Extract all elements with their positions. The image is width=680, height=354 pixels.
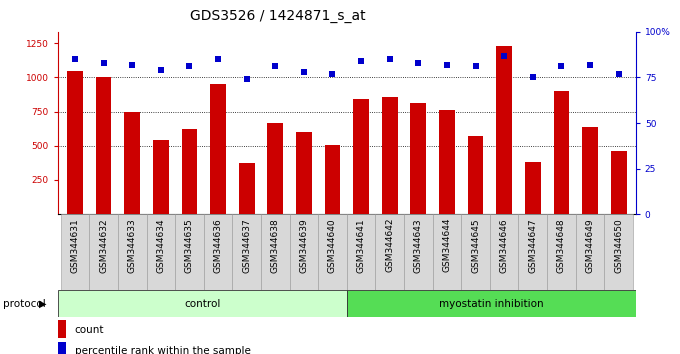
Bar (547, 214, 576, 290)
Text: GSM344633: GSM344633 (128, 218, 137, 273)
Point (441, 62, 452, 68)
Text: GSM344647: GSM344647 (528, 218, 537, 273)
Text: GSM344649: GSM344649 (585, 218, 594, 273)
Bar (58, 320, 66, 338)
Bar (61, 214, 89, 290)
Text: GSM344641: GSM344641 (356, 218, 366, 273)
Point (327, 71, 338, 76)
Text: GSM344646: GSM344646 (500, 218, 509, 273)
Bar (261, 214, 290, 290)
Point (241, 76, 252, 82)
Text: count: count (75, 325, 104, 335)
Bar (58, 290, 347, 317)
Point (498, 53, 509, 58)
Bar (518, 214, 547, 290)
Point (299, 69, 309, 75)
Text: GSM344635: GSM344635 (185, 218, 194, 273)
Point (470, 64, 481, 69)
Bar (204, 214, 233, 290)
Bar (318, 214, 347, 290)
Text: GSM344637: GSM344637 (242, 218, 251, 273)
Point (126, 62, 137, 68)
Text: GSM344636: GSM344636 (214, 218, 222, 273)
Bar (496, 46, 512, 214)
Text: protocol: protocol (3, 298, 46, 309)
Point (556, 64, 567, 69)
Point (384, 56, 395, 62)
Text: GSM344644: GSM344644 (443, 218, 452, 273)
Point (356, 58, 367, 64)
Bar (239, 163, 254, 214)
Point (184, 64, 195, 69)
Bar (554, 91, 569, 214)
Bar (267, 122, 283, 214)
Bar (468, 136, 483, 214)
Text: GDS3526 / 1424871_s_at: GDS3526 / 1424871_s_at (190, 9, 365, 23)
Bar (146, 214, 175, 290)
Bar (411, 103, 426, 214)
Point (613, 71, 624, 76)
Bar (582, 127, 598, 214)
Bar (118, 214, 146, 290)
Bar (324, 145, 341, 214)
Text: GSM344634: GSM344634 (156, 218, 165, 273)
Bar (58, 342, 66, 354)
Bar (490, 214, 518, 290)
Text: GSM344639: GSM344639 (299, 218, 308, 273)
Bar (96, 78, 112, 214)
Bar (175, 214, 204, 290)
Text: GSM344640: GSM344640 (328, 218, 337, 273)
Point (69, 56, 80, 62)
Text: GSM344645: GSM344645 (471, 218, 480, 273)
Bar (375, 214, 404, 290)
Bar (67, 70, 83, 214)
Bar (432, 214, 461, 290)
Bar (153, 140, 169, 214)
Text: GSM344631: GSM344631 (71, 218, 80, 273)
Text: ▶: ▶ (39, 298, 47, 309)
Bar (347, 214, 375, 290)
Bar (439, 109, 455, 214)
Text: GSM344643: GSM344643 (414, 218, 423, 273)
Bar (404, 214, 432, 290)
Text: GSM344650: GSM344650 (614, 218, 623, 273)
Text: control: control (184, 298, 220, 309)
Bar (233, 214, 261, 290)
Text: GSM344638: GSM344638 (271, 218, 279, 273)
Point (155, 67, 166, 73)
Bar (124, 112, 140, 214)
Bar (210, 84, 226, 214)
Bar (290, 214, 318, 290)
Point (270, 64, 281, 69)
Bar (89, 214, 118, 290)
Text: GSM344632: GSM344632 (99, 218, 108, 273)
Bar (182, 129, 197, 214)
Text: myostatin inhibition: myostatin inhibition (439, 298, 543, 309)
Text: percentile rank within the sample: percentile rank within the sample (75, 346, 251, 354)
Bar (347, 290, 636, 317)
Bar (611, 150, 626, 214)
Text: GSM344642: GSM344642 (386, 218, 394, 273)
Bar (382, 97, 398, 214)
Point (213, 56, 224, 62)
Point (585, 62, 596, 68)
Text: GSM344648: GSM344648 (557, 218, 566, 273)
Bar (353, 99, 369, 214)
Bar (461, 214, 490, 290)
Bar (576, 214, 605, 290)
Bar (296, 132, 311, 214)
Point (98, 60, 109, 66)
Point (413, 60, 424, 66)
Bar (605, 214, 633, 290)
Bar (525, 162, 541, 214)
Point (528, 75, 539, 80)
